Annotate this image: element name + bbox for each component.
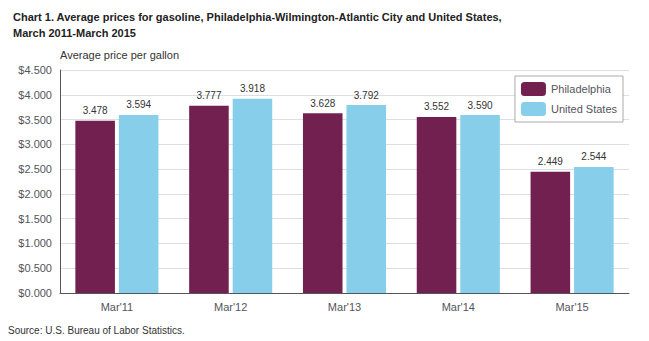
- svg-text:2.544: 2.544: [581, 151, 606, 162]
- svg-text:$2.500: $2.500: [18, 163, 52, 175]
- svg-text:Mar'13: Mar'13: [328, 301, 361, 313]
- svg-text:Source: U.S. Bureau of Labor S: Source: U.S. Bureau of Labor Statistics.: [8, 325, 185, 336]
- svg-text:Mar'12: Mar'12: [214, 301, 247, 313]
- svg-text:2.449: 2.449: [538, 156, 563, 167]
- svg-text:March 2011-March 2015: March 2011-March 2015: [13, 27, 136, 39]
- svg-text:3.792: 3.792: [354, 90, 379, 101]
- svg-text:$0.000: $0.000: [18, 287, 52, 299]
- svg-text:$3.000: $3.000: [18, 138, 52, 150]
- svg-text:Mar'14: Mar'14: [442, 301, 475, 313]
- svg-text:3.594: 3.594: [126, 99, 151, 110]
- svg-text:Philadelphia: Philadelphia: [551, 83, 612, 95]
- svg-text:$3.500: $3.500: [18, 114, 52, 126]
- svg-text:Mar'11: Mar'11: [101, 301, 133, 313]
- svg-text:$4.500: $4.500: [18, 64, 52, 76]
- svg-text:$0.500: $0.500: [18, 262, 52, 274]
- svg-text:$4.000: $4.000: [18, 89, 52, 101]
- svg-text:3.777: 3.777: [196, 90, 221, 101]
- svg-text:3.590: 3.590: [468, 100, 493, 111]
- svg-text:$1.500: $1.500: [18, 213, 52, 225]
- svg-text:3.628: 3.628: [310, 98, 335, 109]
- svg-text:$2.000: $2.000: [18, 188, 52, 200]
- svg-text:$1.000: $1.000: [18, 237, 52, 249]
- svg-text:3.478: 3.478: [83, 105, 108, 116]
- svg-text:United States: United States: [551, 103, 618, 115]
- svg-text:3.552: 3.552: [424, 101, 449, 112]
- svg-text:Mar'15: Mar'15: [555, 301, 588, 313]
- svg-text:3.918: 3.918: [240, 83, 265, 94]
- svg-text:Average price per gallon: Average price per gallon: [60, 49, 179, 61]
- svg-text:Chart 1. Average prices for ga: Chart 1. Average prices for gasoline, Ph…: [13, 11, 502, 23]
